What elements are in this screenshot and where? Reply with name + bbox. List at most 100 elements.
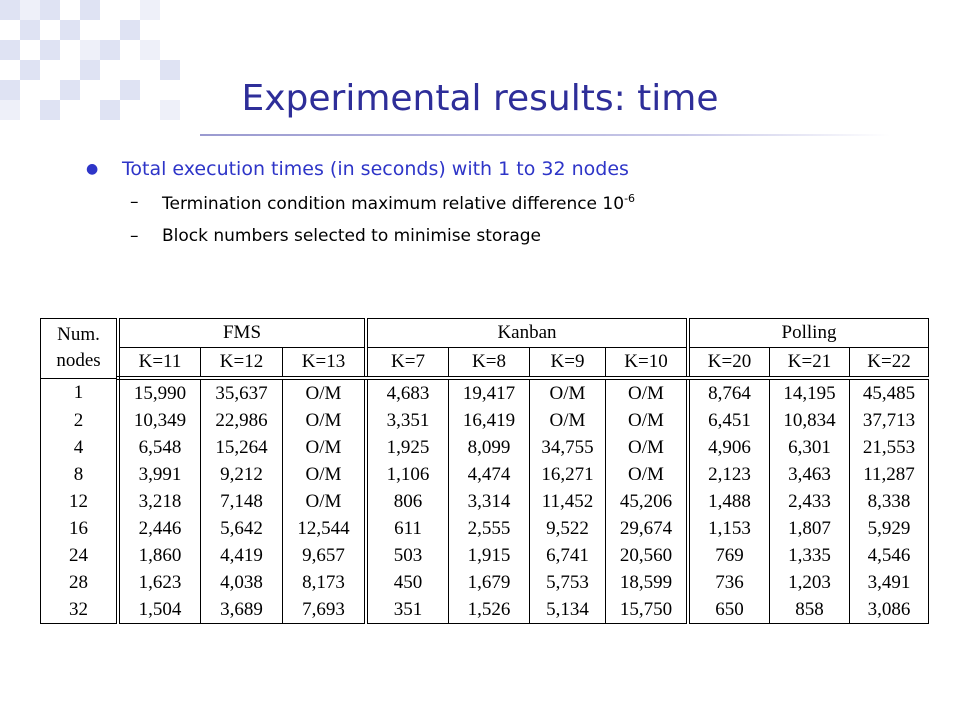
results-table: Num. nodes FMS Kanban Polling K=11 K=12 K=13 K=7…	[40, 318, 929, 624]
cell: 3,314	[448, 488, 530, 515]
data-row: 4 6,548 15,264 O/M 1,925 8,099 34,755 O/M 4,906 6…	[41, 434, 929, 461]
cell: 503	[364, 542, 449, 569]
slide-title: Experimental results: time	[241, 78, 719, 119]
cell: 450	[364, 569, 449, 596]
cell: 6,301	[769, 434, 850, 461]
cell: 29,674	[605, 515, 688, 542]
cell: O/M	[282, 488, 366, 515]
cell: 8,764	[686, 378, 770, 407]
cell: 22,986	[200, 407, 283, 434]
cell: 1,153	[686, 515, 770, 542]
group-header: Kanban	[364, 318, 688, 348]
cell: 1,679	[448, 569, 530, 596]
cell: 2,123	[686, 461, 770, 488]
data-row: 16 2,446 5,642 12,544 611 2,555 9,522 29,674 1,1…	[41, 515, 929, 542]
cell: 9,212	[200, 461, 283, 488]
cell: 611	[364, 515, 449, 542]
cell: 6,548	[116, 434, 201, 461]
cell: 736	[686, 569, 770, 596]
cell: 1,526	[448, 596, 530, 624]
column-header: K=20	[686, 347, 770, 380]
cell: 5,134	[529, 596, 606, 624]
cell: 35,637	[200, 378, 283, 407]
row-label: 4	[73, 436, 84, 458]
cell: 1,203	[769, 569, 850, 596]
cell: 3,351	[364, 407, 449, 434]
cell: 1,106	[364, 461, 449, 488]
group-header: FMS	[116, 318, 366, 348]
cell: 37,713	[849, 407, 929, 434]
cell: 4,419	[200, 542, 283, 569]
data-row: 2 10,349 22,986 O/M 3,351 16,419 O/M O/M 6,451 10…	[41, 407, 929, 434]
row-label: 16	[69, 517, 88, 539]
cell: 4,546	[849, 542, 929, 569]
cell: 806	[364, 488, 449, 515]
data-row: 32 1,504 3,689 7,693 351 1,526 5,134 15,750 650 8…	[41, 596, 929, 624]
cell: 351	[364, 596, 449, 624]
cell: 15,750	[605, 596, 688, 624]
cell: 769	[686, 542, 770, 569]
header-text: Num.	[57, 324, 100, 346]
cell: 3,689	[200, 596, 283, 624]
sub-bullet-text: Block numbers selected to minimise stora…	[162, 226, 541, 246]
cell: 21,553	[849, 434, 929, 461]
data-row: 1 15,990 35,637 O/M 4,683 19,417 O/M O/M 8,764 14…	[41, 378, 929, 407]
cell: 5,929	[849, 515, 929, 542]
cell: O/M	[605, 461, 688, 488]
cell: 4,683	[364, 378, 449, 407]
cell: 2,433	[769, 488, 850, 515]
row-label: 12	[69, 490, 88, 512]
cell: 18,599	[605, 569, 688, 596]
cell: 20,560	[605, 542, 688, 569]
cell: 5,753	[529, 569, 606, 596]
cell: O/M	[529, 378, 606, 407]
cell: 4,474	[448, 461, 530, 488]
cell: O/M	[605, 434, 688, 461]
cell: 1,860	[116, 542, 201, 569]
data-row: 24 1,860 4,419 9,657 503 1,915 6,741 20,560 769 1…	[41, 542, 929, 569]
cell: 1,807	[769, 515, 850, 542]
cell: 1,488	[686, 488, 770, 515]
column-header: K=7	[364, 347, 449, 380]
cell: O/M	[529, 407, 606, 434]
cell: 6,451	[686, 407, 770, 434]
cell: O/M	[605, 378, 688, 407]
cell: 11,287	[849, 461, 929, 488]
cell: 15,264	[200, 434, 283, 461]
cell: 5,642	[200, 515, 283, 542]
cell: 3,491	[849, 569, 929, 596]
row-label: 8	[73, 463, 84, 485]
cell: 45,206	[605, 488, 688, 515]
cell: 19,417	[448, 378, 530, 407]
cell: 3,086	[849, 596, 929, 624]
cell: 8,173	[282, 569, 366, 596]
cell: 1,915	[448, 542, 530, 569]
cell: 10,834	[769, 407, 850, 434]
header-row: K=11 K=12 K=13 K=7 K=8 K=9 K=10 K=20 K=21 K=22	[41, 347, 929, 380]
cell: 3,463	[769, 461, 850, 488]
cell: 9,657	[282, 542, 366, 569]
cell: 8,099	[448, 434, 530, 461]
row-label: 24	[69, 544, 88, 566]
cell: 14,195	[769, 378, 850, 407]
cell: 1,504	[116, 596, 201, 624]
data-row: 28 1,623 4,038 8,173 450 1,679 5,753 18,599 736 1…	[41, 569, 929, 596]
column-header: K=9	[529, 347, 606, 380]
bullet-text: Total execution times (in seconds) with …	[122, 158, 629, 180]
cell: 9,522	[529, 515, 606, 542]
sub-bullet-text: Termination condition maximum relative d…	[162, 193, 625, 214]
cell: O/M	[605, 407, 688, 434]
row-label: 32	[69, 598, 88, 620]
row-label: 1	[73, 381, 84, 403]
cell: 650	[686, 596, 770, 624]
cell: O/M	[282, 434, 366, 461]
cell: O/M	[282, 378, 366, 407]
cell: 11,452	[529, 488, 606, 515]
column-header: K=10	[605, 347, 688, 380]
header-cell: Num. nodes	[40, 318, 118, 379]
sub-bullet: Block numbers selected to minimise stora…	[130, 226, 541, 246]
cell: 858	[769, 596, 850, 624]
cell: 7,693	[282, 596, 366, 624]
cell: 3,991	[116, 461, 201, 488]
column-header: K=13	[282, 347, 366, 380]
